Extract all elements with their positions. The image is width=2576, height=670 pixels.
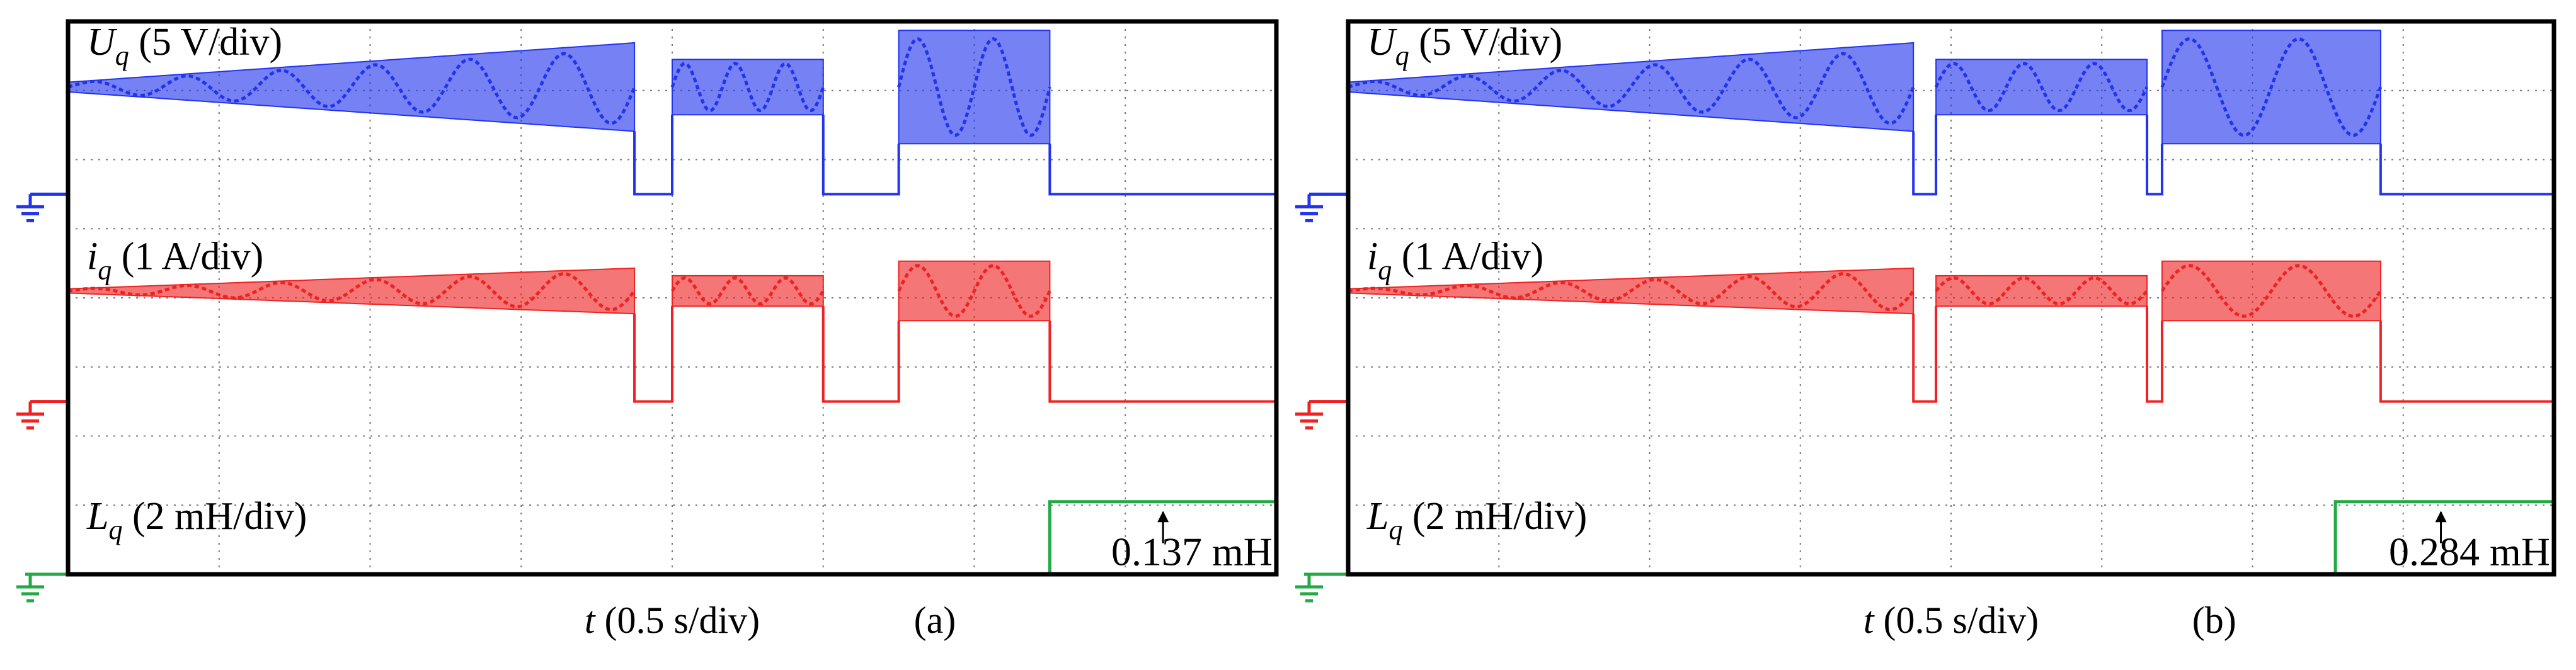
iq-sinusoid [67,272,636,312]
readout-value: 0.284 mH [2389,530,2550,574]
trace-symbol: U [87,21,118,64]
trace-scale: (2 mH/div) [122,495,307,538]
x-axis-scale: (0.5 s/div) [1874,599,2039,641]
trace-label-u: Uq (5 V/div) [1367,21,1562,71]
trace-symbol: i [87,236,98,278]
plot-frame [1346,19,2556,577]
ground-marker-i [16,400,68,430]
trace-subscript: q [98,255,112,286]
trace-symbol: L [86,495,108,538]
x-axis-caption: t (0.5 s/div) [1863,599,2039,641]
uq-sinusoid [2160,37,2383,137]
readout-arrow-head [2435,511,2447,523]
readout-value: 0.137 mH [1111,530,1273,574]
trace-label-i: iq (1 A/div) [87,236,263,286]
trace-symbol: U [1367,21,1398,64]
trace-scale: (5 V/div) [1409,21,1562,64]
trace-subscript: q [1395,40,1409,71]
trace-label-l: Lq (2 mH/div) [86,495,307,545]
uq-envelope-segment [67,42,636,132]
trace-label-u: Uq (5 V/div) [87,21,282,71]
uq-sinusoid [1348,52,1915,125]
x-axis-symbol: t [1863,599,1875,641]
uq-baseline-steps [1912,115,2554,196]
uq-envelope-segment [672,59,824,116]
ground-marker-i [1295,400,1348,430]
uq-sinusoid [897,37,1051,137]
trace-subscript: q [108,514,122,545]
panel-label: (b) [2192,599,2236,641]
iq-envelope-segment [672,275,824,307]
x-axis-scale: (0.5 s/div) [595,599,760,641]
iq-sinusoid [897,264,1051,318]
uq-sinusoid [67,52,636,125]
trace-subscript: q [1388,514,1402,545]
trace-subscript: q [115,40,129,71]
panel-label: (a) [914,599,956,641]
ground-marker-u [1295,192,1348,222]
trace-label-i: iq (1 A/div) [1367,236,1543,286]
x-axis-caption: t (0.5 s/div) [585,599,760,641]
ground-marker-u [16,192,68,222]
trace-subscript: q [1378,255,1392,286]
x-axis-symbol: t [585,599,596,641]
readout-arrow-head [1157,511,1169,523]
uq-trace [67,30,1276,196]
uq-trace [1348,30,2554,196]
iq-baseline-steps [633,306,1276,403]
uq-sinusoid [670,62,825,113]
plot-frame [66,19,1279,577]
trace-scale: (1 A/div) [1392,236,1543,278]
trace-scale: (1 A/div) [112,236,263,278]
iq-trace [1348,260,2554,403]
ground-marker-l [1295,572,1348,603]
uq-envelope-segment [1348,42,1915,132]
uq-sinusoid [1934,62,2149,113]
trace-label-l: Lq (2 mH/div) [1366,495,1587,545]
trace-symbol: L [1366,495,1388,538]
iq-baseline-steps [1912,306,2554,403]
uq-baseline-steps [633,115,1276,196]
ground-marker-l [16,572,68,603]
trace-symbol: i [1367,236,1378,278]
iq-sinusoid [1348,272,1915,312]
iq-envelope-segment [1935,275,2148,307]
trace-scale: (2 mH/div) [1402,495,1587,538]
trace-scale: (5 V/div) [129,21,282,64]
iq-trace [67,260,1276,403]
iq-sinusoid [2160,264,2382,318]
